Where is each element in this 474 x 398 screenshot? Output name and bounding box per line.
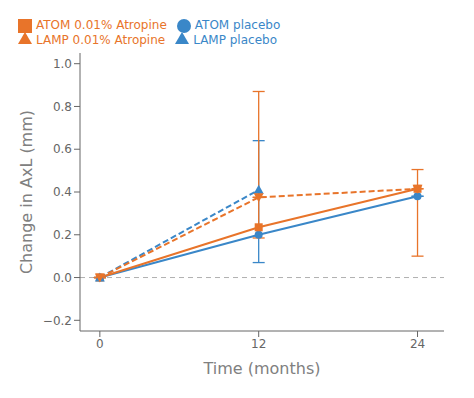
- svg-text:0.6: 0.6: [53, 142, 72, 156]
- html-text:LAMP 0.01% Atropine: LAMP 0.01% Atropine: [36, 32, 166, 47]
- html-text:ATOM placebo: ATOM placebo: [194, 18, 281, 32]
- html-text:ATOM 0.01% Atropine: ATOM 0.01% Atropine: [36, 18, 167, 32]
- svg-text:0.4: 0.4: [53, 185, 72, 199]
- svg-text:1.0: 1.0: [53, 57, 72, 71]
- svg-text:0.2: 0.2: [53, 228, 72, 242]
- html-text:LAMP placebo: LAMP placebo: [193, 32, 277, 47]
- svg-text:0.8: 0.8: [53, 100, 72, 114]
- svg-text:12: 12: [251, 337, 266, 351]
- svg-text:Change in AxL (mm): Change in AxL (mm): [17, 110, 36, 274]
- svg-text:0.0: 0.0: [53, 271, 72, 285]
- svg-text:24: 24: [410, 337, 425, 351]
- svg-text:Time (months): Time (months): [203, 359, 321, 378]
- svg-text:0: 0: [96, 337, 104, 351]
- svg-text:−0.2: −0.2: [43, 314, 72, 328]
